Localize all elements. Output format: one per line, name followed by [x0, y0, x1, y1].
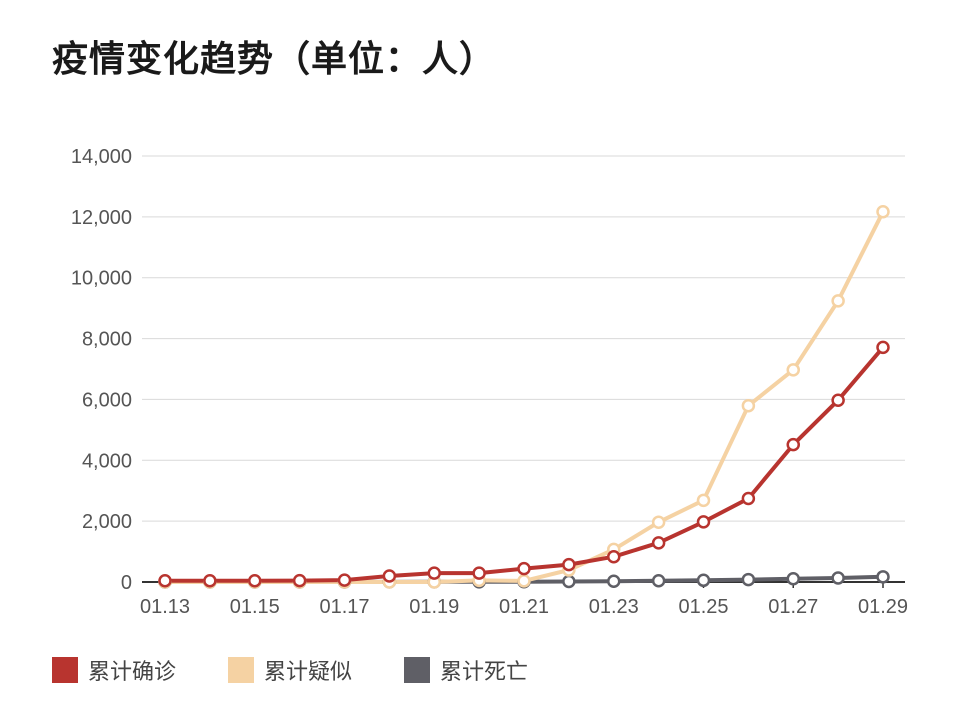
data-point [651, 515, 666, 529]
x-axis-ticks: 01.13 01.15 01.17 01.19 01.21 01.23 01.25 01.27… [140, 582, 908, 618]
data-point [876, 570, 890, 584]
legend-swatch [404, 657, 431, 683]
data-point [696, 493, 711, 508]
data-point [427, 566, 441, 580]
legend-label: 累计疑似 [264, 660, 353, 685]
series-lines [163, 209, 885, 584]
data-point [741, 572, 756, 587]
data-point [562, 574, 576, 589]
y-tick-label: 2,000 [82, 511, 132, 533]
data-point [517, 574, 531, 588]
x-tick-label: 01.15 [230, 596, 280, 618]
legend-item[interactable]: 累计死亡 [404, 654, 528, 686]
data-point [158, 574, 172, 588]
y-tick-label: 8,000 [82, 329, 132, 351]
x-tick-label: 01.23 [589, 596, 639, 618]
data-point [607, 574, 621, 588]
line-chart: 02,0004,0006,0008,00010,00012,00014,000 … [71, 146, 908, 618]
data-point [741, 491, 756, 506]
data-point [786, 363, 800, 377]
series-line-1 [163, 209, 885, 584]
data-point [831, 571, 845, 585]
data-point [292, 573, 307, 588]
y-tick-label: 10,000 [71, 268, 132, 290]
legend: 累计确诊 累计疑似 累计死亡 [52, 654, 580, 686]
y-tick-label: 0 [121, 572, 132, 594]
x-tick-label: 01.17 [319, 596, 369, 618]
legend-item[interactable]: 累计疑似 [228, 654, 352, 686]
data-point [696, 515, 711, 529]
data-point [382, 569, 397, 583]
data-point [876, 205, 890, 219]
chart-title: 疫情变化趋势（单位：人） [52, 39, 497, 80]
x-tick-label: 01.29 [858, 596, 908, 618]
data-point [203, 574, 217, 588]
data-point [607, 549, 621, 564]
legend-swatch [52, 657, 78, 683]
legend-label: 累计死亡 [440, 660, 529, 685]
data-point [831, 294, 845, 308]
data-point [786, 572, 800, 586]
legend-swatch [228, 657, 255, 683]
data-point [831, 393, 845, 407]
x-tick-label: 01.13 [140, 596, 190, 618]
y-tick-label: 14,000 [71, 146, 132, 168]
legend-item[interactable]: 累计确诊 [52, 654, 176, 686]
data-point [337, 573, 352, 587]
data-point [876, 340, 890, 355]
data-point [741, 398, 756, 413]
data-point [786, 437, 800, 452]
series-points [158, 205, 890, 589]
data-point [651, 574, 666, 588]
data-point [248, 574, 262, 588]
x-tick-label: 01.21 [499, 596, 549, 618]
gridlines [142, 155, 905, 522]
data-point [472, 566, 486, 580]
x-tick-label: 01.19 [409, 596, 459, 618]
data-point [562, 557, 576, 572]
data-point [651, 536, 666, 550]
legend-label: 累计确诊 [88, 660, 177, 685]
y-tick-label: 12,000 [71, 207, 132, 229]
data-point [517, 561, 531, 576]
y-tick-label: 6,000 [82, 389, 132, 411]
x-tick-label: 01.27 [768, 596, 818, 618]
data-point [696, 573, 711, 588]
x-tick-label: 01.25 [678, 596, 728, 618]
y-axis-ticks: 0 2,000 4,000 6,000 8,000 10,000 12,000 14,000 [71, 146, 132, 594]
y-tick-label: 4,000 [82, 450, 132, 472]
